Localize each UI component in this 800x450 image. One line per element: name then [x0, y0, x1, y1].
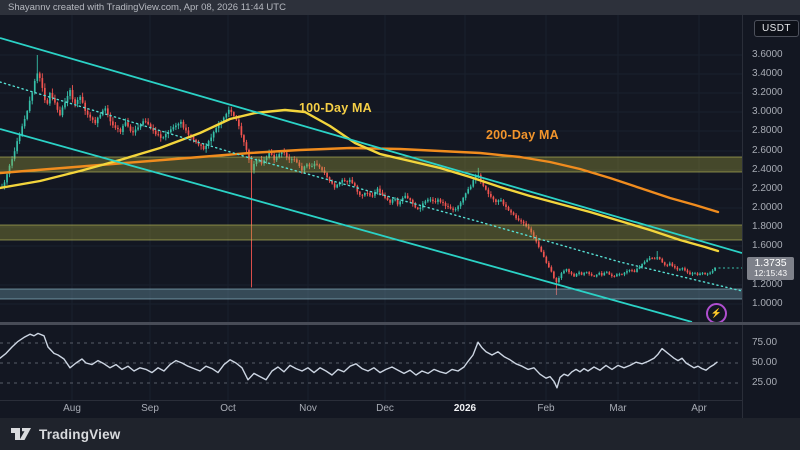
- rsi-axis-label: 50.00: [752, 357, 778, 368]
- time-axis-label: Nov: [299, 403, 317, 414]
- time-axis-label: 2026: [453, 403, 477, 414]
- rsi-axis-label: 75.00: [752, 337, 778, 348]
- price-axis-label: 1.0000: [752, 298, 783, 309]
- lightning-glyph: ⚡: [710, 308, 723, 318]
- price-axis-label: 2.0000: [752, 202, 783, 213]
- price-axis-label: 2.4000: [752, 164, 783, 175]
- time-axis-label: Sep: [141, 403, 159, 414]
- price-axis-label: 3.0000: [752, 106, 783, 117]
- tradingview-logo-text[interactable]: TradingView: [39, 426, 121, 442]
- last-price-value: 1.3735: [754, 257, 787, 269]
- last-price-badge: 1.3735 12:15:43: [747, 257, 794, 280]
- time-axis-label: Mar: [609, 403, 627, 414]
- price-axis-label: 2.8000: [752, 125, 783, 136]
- time-axis[interactable]: Aug Sep Oct Nov Dec 2026 Feb Mar Apr: [0, 400, 742, 418]
- ma200-label: 200-Day MA: [486, 128, 559, 142]
- bar-countdown: 12:15:43: [753, 268, 788, 278]
- pane-separator[interactable]: [0, 322, 800, 325]
- quote-currency-chip[interactable]: USDT: [754, 20, 799, 37]
- chart-canvas[interactable]: [0, 0, 742, 418]
- price-axis-label: 1.2000: [752, 279, 783, 290]
- boost-flash-icon[interactable]: ⚡: [706, 303, 727, 324]
- ma100-label: 100-Day MA: [299, 101, 372, 115]
- tradingview-logo-icon[interactable]: [10, 426, 32, 442]
- time-axis-label: Dec: [376, 403, 394, 414]
- time-axis-label: Apr: [691, 403, 707, 414]
- price-axis-label: 1.6000: [752, 240, 783, 251]
- rsi-axis-label: 25.00: [752, 377, 778, 388]
- price-axis-label: 3.2000: [752, 87, 783, 98]
- price-axis-label: 3.4000: [752, 68, 783, 79]
- price-axis-label: 2.2000: [752, 183, 783, 194]
- time-axis-label: Oct: [220, 403, 236, 414]
- attribution-text: Shayannv created with TradingView.com, A…: [8, 2, 286, 13]
- bottom-logo-bar: TradingView: [0, 418, 800, 450]
- price-axis-label: 2.6000: [752, 145, 783, 156]
- price-axis-label: 3.6000: [752, 49, 783, 60]
- time-axis-label: Feb: [537, 403, 555, 414]
- time-axis-label: Aug: [63, 403, 81, 414]
- price-axis-label: 1.8000: [752, 221, 783, 232]
- attribution-bar: Shayannv created with TradingView.com, A…: [0, 0, 800, 15]
- price-axis[interactable]: USDT 1.3735 12:15:43 3.6000 3.4000 3.2000 3…: [742, 15, 800, 418]
